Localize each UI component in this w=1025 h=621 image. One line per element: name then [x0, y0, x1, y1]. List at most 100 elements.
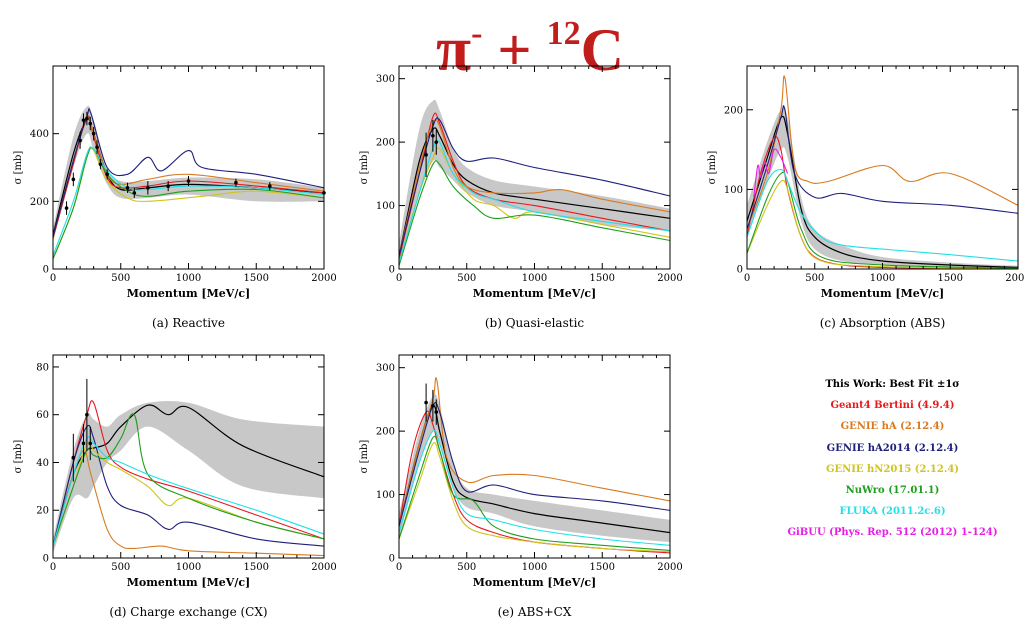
legend: This Work: Best Fit ±1σ Geant4 Bertini (4… — [760, 374, 1025, 544]
y-tick-label: 200 — [376, 138, 395, 149]
series-line-nuwro-17-01-1 — [399, 435, 670, 551]
data-point — [431, 133, 435, 138]
data-point — [146, 186, 150, 190]
series-line-genie-hn2015-2-12-4 — [53, 440, 324, 547]
y-axis-label: σ [mb] — [707, 151, 718, 185]
uncertainty-band — [399, 99, 670, 266]
y-axis-label: σ [mb] — [359, 151, 370, 185]
x-tick-label: 1000 — [522, 273, 547, 284]
data-point — [85, 116, 89, 121]
data-point — [81, 441, 86, 446]
y-tick-label: 400 — [30, 129, 49, 140]
title-charge: - — [471, 15, 483, 52]
chart-panel-4: 0 500 1000 1500 2000 0 20 40 60 80 Momentum [MeV/c… — [13, 354, 337, 619]
y-tick-label: 0 — [389, 265, 395, 276]
series-line-genie-ha2014-2-12-4 — [399, 401, 670, 527]
chart-panel-1: 0 500 1000 1500 2000 0 200 400 Momentum [MeV/c] σ… — [13, 65, 337, 330]
data-point — [431, 403, 435, 408]
y-tick-label: 0 — [737, 265, 743, 276]
series-line-geant4-bertini-4-9-4 — [53, 400, 324, 547]
data-point — [71, 455, 76, 460]
y-tick-label: 0 — [43, 554, 49, 565]
series-line-genie-ha-2-12-4 — [399, 377, 670, 527]
x-tick-label: 0 — [396, 273, 402, 284]
panel-caption: (c) Absorption (ABS) — [820, 316, 946, 330]
data-point — [95, 145, 99, 149]
y-tick-label: 300 — [376, 74, 395, 85]
series-line-genie-ha2014-2-12-4 — [747, 105, 1018, 230]
y-tick-label: 40 — [36, 458, 49, 469]
chart-panel-5: 0 500 1000 1500 2000 0 100 200 300 Momentum [MeV/… — [359, 354, 683, 619]
series-line-genie-ha-2-12-4 — [53, 449, 324, 557]
chart-panel-2: 0 500 1000 1500 2000 0 100 200 300 Momentum [MeV/… — [359, 65, 683, 330]
x-tick-label: 0 — [50, 273, 56, 284]
series-line-genie-hn2015-2-12-4 — [53, 146, 324, 260]
title-particle: π — [436, 13, 472, 84]
x-tick-label: 1500 — [244, 562, 269, 573]
title-mass-number: 12 — [546, 15, 581, 52]
x-tick-label: 500 — [111, 273, 130, 284]
legend-entry: GENIE hN2015 (2.12.4) — [825, 463, 960, 475]
data-point — [268, 184, 272, 188]
series-line-fluka-2011-2c-6 — [53, 146, 324, 256]
series-line-geant4-bertini-4-9-4 — [399, 112, 670, 260]
series-line-genie-hn2015-2-12-4 — [747, 179, 1018, 269]
panel-caption: (a) Reactive — [152, 316, 225, 330]
data-point — [105, 172, 109, 177]
series-line-fluka-2011-2c-6 — [399, 429, 670, 546]
series-line-genie-ha2014-2-12-4 — [53, 424, 324, 547]
data-point — [91, 131, 96, 136]
y-tick-label: 100 — [376, 201, 395, 212]
x-tick-label: 500 — [457, 273, 476, 284]
x-axis-label: Momentum [MeV/c] — [473, 287, 597, 300]
data-point — [98, 162, 103, 166]
series-line-nuwro-17-01-1 — [747, 171, 1018, 269]
legend-entry: GENIE hA (2.12.4) — [840, 421, 945, 433]
y-axis-label: σ [mb] — [13, 440, 24, 474]
series-line-nuwro-17-01-1 — [53, 413, 324, 547]
x-tick-label: 2000 — [311, 562, 336, 573]
y-tick-label: 200 — [376, 427, 395, 438]
series-line-nuwro-17-01-1 — [53, 147, 324, 260]
legend-entry: This Work: Best Fit ±1σ — [825, 379, 960, 390]
x-tick-label: 2000 — [657, 562, 682, 573]
y-tick-label: 200 — [724, 105, 743, 116]
series-line-best-fit — [747, 115, 1018, 268]
y-axis-label: σ [mb] — [359, 440, 370, 474]
series-line-gibuu-phys-rep-512-2012-1-124 — [753, 148, 789, 198]
y-tick-label: 200 — [30, 197, 49, 208]
series-line-fluka-2011-2c-6 — [53, 436, 324, 547]
panel-caption: (e) ABS+CX — [498, 605, 572, 619]
panel-caption: (b) Quasi-elastic — [485, 316, 585, 330]
x-tick-label: 1000 — [522, 562, 547, 573]
title-base: + — [497, 17, 547, 83]
data-point — [85, 412, 89, 417]
y-tick-label: 100 — [724, 185, 743, 196]
data-point — [434, 410, 439, 414]
y-tick-label: 60 — [36, 410, 49, 421]
data-point — [424, 153, 428, 157]
x-tick-label: 0 — [744, 273, 750, 284]
legend-entry: GiBUU (Phys. Rep. 512 (2012) 1-124) — [787, 527, 998, 539]
data-point — [88, 441, 93, 446]
y-tick-label: 100 — [376, 490, 395, 501]
plot-frame — [52, 65, 325, 270]
y-axis-label: σ [mb] — [13, 151, 24, 185]
x-axis-label: Momentum [MeV/c] — [473, 576, 597, 589]
x-tick-label: 500 — [111, 562, 130, 573]
x-tick-label: 1500 — [938, 273, 963, 284]
y-tick-label: 0 — [43, 265, 49, 276]
x-tick-label: 1000 — [870, 273, 895, 284]
x-axis-label: Momentum [MeV/c] — [127, 287, 251, 300]
data-point — [71, 177, 76, 182]
series-line-fluka-2011-2c-6 — [747, 168, 1018, 262]
x-tick-label: 1500 — [244, 273, 269, 284]
y-tick-label: 0 — [389, 554, 395, 565]
series-line-genie-ha2014-2-12-4 — [53, 108, 324, 238]
x-tick-label: 2000 — [311, 273, 336, 284]
x-tick-label: 0 — [396, 562, 402, 573]
x-tick-label: 500 — [805, 273, 824, 284]
legend-entry: Geant4 Bertini (4.9.4) — [830, 400, 955, 412]
legend-entry: GENIE hA2014 (2.12.4) — [826, 442, 959, 454]
